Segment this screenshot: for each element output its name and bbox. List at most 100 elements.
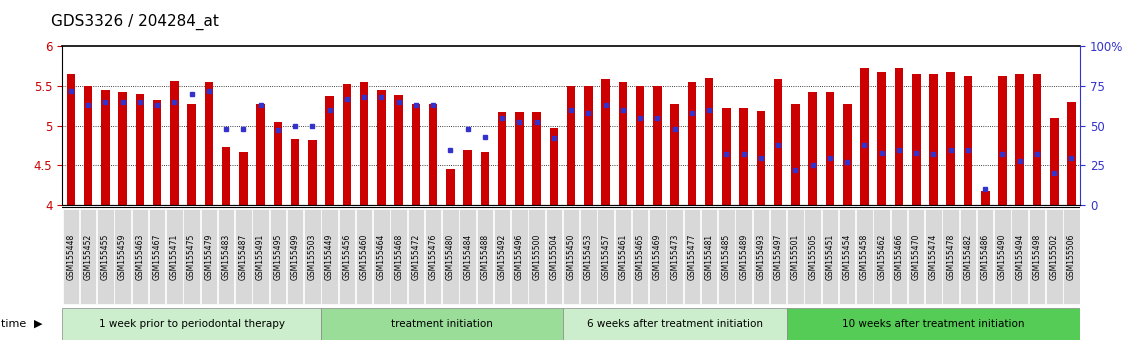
Bar	[861, 68, 869, 205]
Bar	[446, 170, 455, 205]
FancyBboxPatch shape	[97, 209, 113, 304]
FancyBboxPatch shape	[580, 209, 597, 304]
FancyBboxPatch shape	[787, 209, 804, 304]
FancyBboxPatch shape	[994, 209, 1011, 304]
Bar	[274, 122, 282, 205]
Text: GSM155449: GSM155449	[325, 233, 334, 280]
Bar	[981, 191, 990, 205]
Text: GSM155471: GSM155471	[170, 234, 179, 280]
Text: GSM155491: GSM155491	[256, 234, 265, 280]
Text: GSM155501: GSM155501	[791, 234, 800, 280]
FancyBboxPatch shape	[131, 209, 148, 304]
Bar	[153, 100, 162, 205]
Text: GSM155485: GSM155485	[722, 234, 731, 280]
FancyBboxPatch shape	[338, 209, 355, 304]
Bar	[930, 74, 938, 205]
Text: GSM155470: GSM155470	[912, 233, 921, 280]
Text: GSM155462: GSM155462	[878, 234, 887, 280]
Text: GSM155456: GSM155456	[343, 233, 352, 280]
Text: treatment initiation: treatment initiation	[391, 319, 493, 329]
Text: 10 weeks after treatment initiation: 10 weeks after treatment initiation	[843, 319, 1025, 329]
Text: GSM155495: GSM155495	[274, 233, 283, 280]
Bar	[429, 104, 438, 205]
Bar	[498, 112, 507, 205]
Text: GSM155498: GSM155498	[1033, 234, 1042, 280]
Text: GSM155469: GSM155469	[653, 233, 662, 280]
Text: GSM155496: GSM155496	[515, 233, 524, 280]
Bar	[602, 79, 610, 205]
Bar	[550, 128, 559, 205]
Bar	[619, 82, 628, 205]
Text: GSM155452: GSM155452	[84, 234, 93, 280]
Text: ▶: ▶	[34, 319, 43, 329]
FancyBboxPatch shape	[166, 209, 182, 304]
Text: GSM155453: GSM155453	[584, 233, 593, 280]
Text: GSM155494: GSM155494	[1016, 233, 1025, 280]
Bar	[722, 108, 731, 205]
Text: GSM155492: GSM155492	[498, 234, 507, 280]
Bar	[584, 86, 593, 205]
FancyBboxPatch shape	[476, 209, 493, 304]
Bar	[412, 104, 421, 205]
FancyBboxPatch shape	[839, 209, 855, 304]
FancyBboxPatch shape	[718, 209, 735, 304]
Text: GSM155467: GSM155467	[153, 233, 162, 280]
FancyBboxPatch shape	[960, 209, 976, 304]
Text: GSM155504: GSM155504	[550, 233, 559, 280]
Bar	[878, 72, 886, 205]
Text: GSM155502: GSM155502	[1050, 234, 1059, 280]
Text: GSM155474: GSM155474	[929, 233, 938, 280]
FancyBboxPatch shape	[425, 209, 441, 304]
Text: time: time	[1, 319, 29, 329]
Bar	[964, 76, 973, 205]
Bar	[308, 140, 317, 205]
Text: GSM155460: GSM155460	[360, 233, 369, 280]
Text: GSM155477: GSM155477	[688, 233, 697, 280]
Text: GSM155450: GSM155450	[567, 233, 576, 280]
Text: GSM155463: GSM155463	[136, 233, 145, 280]
FancyBboxPatch shape	[1029, 209, 1045, 304]
Bar	[360, 82, 369, 205]
FancyBboxPatch shape	[304, 209, 321, 304]
FancyBboxPatch shape	[632, 209, 648, 304]
Bar	[1033, 74, 1042, 205]
FancyBboxPatch shape	[373, 209, 390, 304]
FancyBboxPatch shape	[511, 209, 528, 304]
Bar	[1050, 118, 1059, 205]
FancyBboxPatch shape	[321, 308, 562, 340]
FancyBboxPatch shape	[407, 209, 424, 304]
Text: GSM155475: GSM155475	[187, 233, 196, 280]
Bar	[843, 104, 852, 205]
Text: GSM155482: GSM155482	[964, 234, 973, 280]
Bar	[343, 84, 352, 205]
Bar	[1068, 102, 1076, 205]
Bar	[291, 139, 300, 205]
Text: GSM155476: GSM155476	[429, 233, 438, 280]
Text: GSM155481: GSM155481	[705, 234, 714, 280]
Text: GSM155465: GSM155465	[636, 233, 645, 280]
Bar	[636, 86, 645, 205]
Bar	[809, 92, 817, 205]
Text: GSM155505: GSM155505	[809, 233, 818, 280]
Text: GSM155459: GSM155459	[118, 233, 127, 280]
Bar	[188, 104, 196, 205]
FancyBboxPatch shape	[114, 209, 131, 304]
Text: GSM155486: GSM155486	[981, 234, 990, 280]
Bar	[826, 92, 835, 205]
Text: GDS3326 / 204284_at: GDS3326 / 204284_at	[51, 14, 218, 30]
Bar	[481, 152, 490, 205]
FancyBboxPatch shape	[528, 209, 545, 304]
Text: GSM155500: GSM155500	[533, 233, 541, 280]
Text: GSM155499: GSM155499	[291, 233, 300, 280]
Bar	[791, 104, 800, 205]
Bar	[257, 104, 265, 205]
Bar	[119, 92, 127, 205]
Bar	[136, 94, 144, 205]
FancyBboxPatch shape	[649, 209, 666, 304]
FancyBboxPatch shape	[770, 209, 786, 304]
FancyBboxPatch shape	[200, 209, 217, 304]
FancyBboxPatch shape	[494, 209, 510, 304]
FancyBboxPatch shape	[390, 209, 407, 304]
Bar	[67, 74, 75, 205]
Text: GSM155468: GSM155468	[394, 234, 403, 280]
